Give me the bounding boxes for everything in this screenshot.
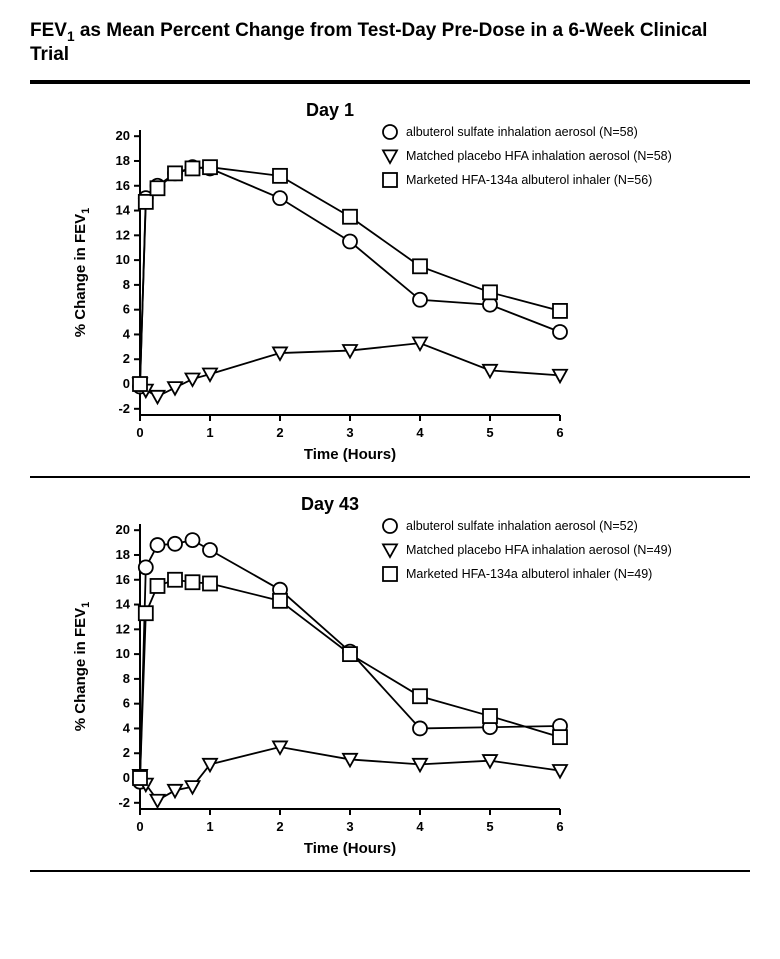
x-tick-label: 3 <box>346 425 353 440</box>
y-tick-label: 8 <box>123 671 130 686</box>
x-tick-label: 3 <box>346 819 353 834</box>
legend-label: Marketed HFA-134a albuterol inhaler (N=5… <box>406 173 652 187</box>
x-tick-label: 4 <box>416 425 424 440</box>
legend-label: albuterol sulfate inhalation aerosol (N=… <box>406 125 638 139</box>
legend-label: albuterol sulfate inhalation aerosol (N=… <box>406 519 638 533</box>
x-tick-label: 2 <box>276 819 283 834</box>
y-axis-label: % Change in FEV1 <box>72 208 92 337</box>
y-tick-label: 18 <box>116 547 130 562</box>
chart-day1: Day 1-2024681012141618200123456Time (Hou… <box>30 90 750 470</box>
chart-panel-day43: Day 43-2024681012141618200123456Time (Ho… <box>30 484 750 864</box>
y-tick-label: 20 <box>116 128 130 143</box>
y-tick-label: 0 <box>123 770 130 785</box>
y-tick-label: 10 <box>116 252 130 267</box>
y-tick-label: 12 <box>116 227 130 242</box>
x-tick-label: 6 <box>556 819 563 834</box>
y-tick-label: 20 <box>116 522 130 537</box>
y-tick-label: 10 <box>116 646 130 661</box>
legend-label: Matched placebo HFA inhalation aerosol (… <box>406 149 672 163</box>
y-tick-label: 8 <box>123 277 130 292</box>
y-tick-label: 18 <box>116 153 130 168</box>
charts-container: Day 1-2024681012141618200123456Time (Hou… <box>30 90 750 872</box>
x-axis-label: Time (Hours) <box>304 840 396 857</box>
y-tick-label: -2 <box>118 401 130 416</box>
y-tick-label: 4 <box>123 720 131 735</box>
chart-panel-day1: Day 1-2024681012141618200123456Time (Hou… <box>30 90 750 470</box>
x-tick-label: 5 <box>486 425 493 440</box>
y-tick-label: 6 <box>123 301 130 316</box>
x-tick-label: 1 <box>206 819 213 834</box>
x-tick-label: 1 <box>206 425 213 440</box>
legend-label: Marketed HFA-134a albuterol inhaler (N=4… <box>406 567 652 581</box>
page-title: FEV1 as Mean Percent Change from Test-Da… <box>30 20 750 66</box>
x-axis-label: Time (Hours) <box>304 446 396 463</box>
y-tick-label: 16 <box>116 178 130 193</box>
y-tick-label: 4 <box>123 326 131 341</box>
x-tick-label: 6 <box>556 425 563 440</box>
y-tick-label: 14 <box>116 596 131 611</box>
y-tick-label: 12 <box>116 621 130 636</box>
x-tick-label: 0 <box>136 425 143 440</box>
chart-title: Day 1 <box>306 100 354 120</box>
series-line <box>140 580 560 778</box>
y-tick-label: 2 <box>123 351 130 366</box>
legend-label: Matched placebo HFA inhalation aerosol (… <box>406 543 672 557</box>
x-tick-label: 4 <box>416 819 424 834</box>
y-tick-label: -2 <box>118 795 130 810</box>
rule-divider <box>30 870 750 872</box>
chart-day43: Day 43-2024681012141618200123456Time (Ho… <box>30 484 750 864</box>
rule-top <box>30 80 750 84</box>
y-tick-label: 16 <box>116 572 130 587</box>
x-tick-label: 0 <box>136 819 143 834</box>
y-tick-label: 0 <box>123 376 130 391</box>
chart-title: Day 43 <box>301 494 359 514</box>
y-axis-label: % Change in FEV1 <box>72 602 92 731</box>
y-tick-label: 14 <box>116 202 131 217</box>
rule-divider <box>30 476 750 478</box>
x-tick-label: 5 <box>486 819 493 834</box>
x-tick-label: 2 <box>276 425 283 440</box>
y-tick-label: 6 <box>123 695 130 710</box>
y-tick-label: 2 <box>123 745 130 760</box>
